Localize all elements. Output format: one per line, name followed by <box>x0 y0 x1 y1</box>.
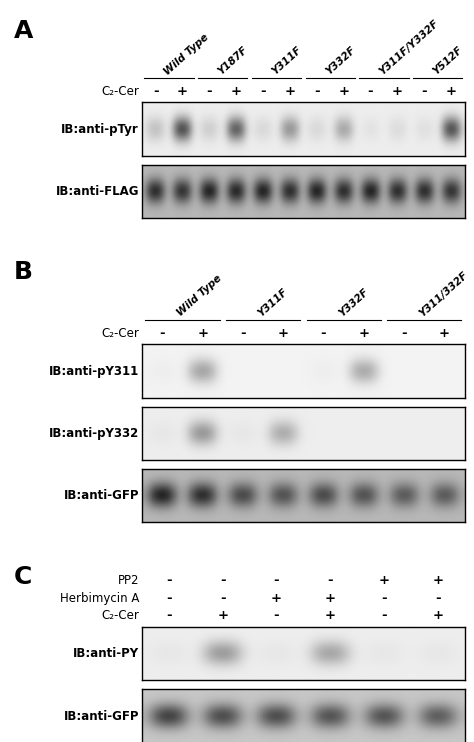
Text: +: + <box>197 326 208 340</box>
Text: +: + <box>378 574 390 587</box>
Text: +: + <box>432 609 443 623</box>
Text: C: C <box>14 565 33 588</box>
Text: -: - <box>368 85 374 98</box>
Text: -: - <box>166 609 172 623</box>
Text: Y512F: Y512F <box>431 45 465 76</box>
Text: -: - <box>153 85 158 98</box>
Text: Herbimycin A: Herbimycin A <box>60 591 139 605</box>
Text: -: - <box>314 85 319 98</box>
Text: Y311F/Y332F: Y311F/Y332F <box>377 18 441 76</box>
Text: +: + <box>271 591 282 605</box>
Text: Y332F: Y332F <box>324 45 357 76</box>
Text: +: + <box>392 85 403 98</box>
Text: +: + <box>446 85 456 98</box>
Text: +: + <box>231 85 242 98</box>
Text: +: + <box>358 326 369 340</box>
Text: IB:anti-FLAG: IB:anti-FLAG <box>55 185 139 198</box>
Text: -: - <box>207 85 212 98</box>
Text: -: - <box>240 326 246 340</box>
Text: -: - <box>220 591 226 605</box>
Text: IB:anti-pY332: IB:anti-pY332 <box>49 427 139 440</box>
Text: -: - <box>166 591 172 605</box>
Text: Wild Type: Wild Type <box>163 32 210 76</box>
Text: -: - <box>321 326 326 340</box>
Text: -: - <box>273 609 279 623</box>
Text: -: - <box>401 326 407 340</box>
Text: IB:anti-PY: IB:anti-PY <box>73 647 139 660</box>
Text: +: + <box>325 609 336 623</box>
Text: +: + <box>217 609 228 623</box>
Text: IB:anti-pY311: IB:anti-pY311 <box>49 364 139 378</box>
Text: +: + <box>439 326 450 340</box>
Text: -: - <box>220 574 226 587</box>
Text: +: + <box>284 85 295 98</box>
Text: -: - <box>421 85 427 98</box>
Text: Y311/332F: Y311/332F <box>418 269 470 318</box>
Text: +: + <box>278 326 289 340</box>
Text: -: - <box>260 85 266 98</box>
Text: C₂-Cer: C₂-Cer <box>101 326 139 340</box>
Text: -: - <box>328 574 333 587</box>
Text: C₂-Cer: C₂-Cer <box>101 609 139 623</box>
Text: -: - <box>381 591 387 605</box>
Text: -: - <box>160 326 165 340</box>
Text: Y311F: Y311F <box>256 286 290 318</box>
Text: Y332F: Y332F <box>337 286 371 318</box>
Text: A: A <box>14 19 34 42</box>
Text: Y187F: Y187F <box>216 45 250 76</box>
Text: IB:anti-GFP: IB:anti-GFP <box>64 709 139 723</box>
Text: +: + <box>432 574 443 587</box>
Text: -: - <box>273 574 279 587</box>
Text: IB:anti-pTyr: IB:anti-pTyr <box>61 122 139 136</box>
Text: Wild Type: Wild Type <box>176 274 224 318</box>
Text: -: - <box>166 574 172 587</box>
Text: -: - <box>435 591 440 605</box>
Text: B: B <box>14 260 33 284</box>
Text: IB:anti-GFP: IB:anti-GFP <box>64 489 139 502</box>
Text: -: - <box>381 609 387 623</box>
Text: +: + <box>325 591 336 605</box>
Text: Y311F: Y311F <box>270 45 303 76</box>
Text: +: + <box>177 85 188 98</box>
Text: C₂-Cer: C₂-Cer <box>101 85 139 98</box>
Text: +: + <box>338 85 349 98</box>
Text: PP2: PP2 <box>118 574 139 587</box>
